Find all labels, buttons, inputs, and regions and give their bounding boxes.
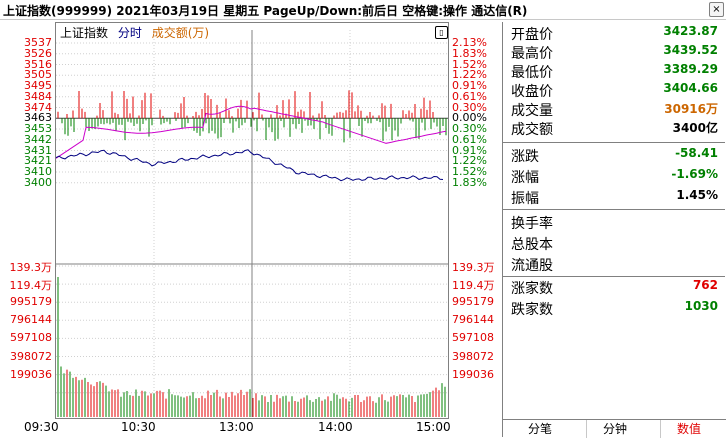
tab-minutes[interactable]: 分钟 bbox=[586, 420, 643, 438]
pct-value: -1.69% bbox=[671, 167, 718, 181]
volume-tick-label: 597108 bbox=[10, 331, 52, 345]
time-tick-label: 15:00 bbox=[416, 420, 451, 434]
tab-values[interactable]: 数值 bbox=[660, 420, 717, 438]
total-shares-label: 总股本 bbox=[511, 237, 553, 253]
legend-mode: 分时 bbox=[117, 26, 142, 40]
open-label: 开盘价 bbox=[511, 27, 553, 43]
volume-tick-label: 398072 bbox=[452, 349, 494, 363]
intraday-chart-frame bbox=[55, 22, 449, 419]
chart-settings-icon[interactable]: ▯ bbox=[435, 26, 448, 39]
divider bbox=[503, 276, 725, 277]
price-tick-label: 3484 bbox=[24, 89, 52, 103]
volume-tick-label: 796144 bbox=[452, 313, 494, 327]
price-tick-label: 3431 bbox=[24, 143, 52, 157]
volume-tick-label: 119.4万 bbox=[452, 279, 495, 293]
up-count-value: 762 bbox=[692, 278, 718, 292]
amp-value: 1.45% bbox=[676, 188, 718, 202]
change-label: 涨跌 bbox=[511, 149, 539, 165]
price-tick-label: 3495 bbox=[24, 79, 52, 92]
volume-tick-label: 796144 bbox=[10, 313, 52, 327]
volume-tick-label: 995179 bbox=[10, 295, 52, 309]
low-label: 最低价 bbox=[511, 65, 553, 81]
pct-tick-label: 1.22% bbox=[452, 154, 487, 168]
volume-tick-label: 199036 bbox=[10, 367, 52, 381]
turnover-label: 换手率 bbox=[511, 216, 553, 232]
amount-value: 3400亿 bbox=[672, 121, 718, 135]
price-tick-label: 3442 bbox=[24, 132, 52, 146]
low-value: 3389.29 bbox=[663, 62, 718, 76]
pct-tick-label: 1.52% bbox=[452, 165, 487, 178]
price-tick-label: 3505 bbox=[24, 68, 52, 82]
down-count-label: 跌家数 bbox=[511, 302, 553, 318]
amp-label: 振幅 bbox=[511, 191, 539, 207]
window-titlebar: 上证指数(999999) 2021年03月19日 星期五 PageUp/Down… bbox=[0, 0, 726, 20]
price-tick-label: 3410 bbox=[24, 165, 52, 178]
price-tick-label: 3400 bbox=[24, 175, 52, 189]
price-tick-label: 3537 bbox=[24, 36, 52, 49]
pct-tick-label: 0.61% bbox=[452, 89, 487, 103]
pct-tick-label: 1.83% bbox=[452, 46, 487, 60]
bottom-tabs: 分笔 分钟 数值 bbox=[502, 419, 726, 438]
volume-tick-label: 139.3万 bbox=[9, 261, 53, 274]
high-value: 3439.52 bbox=[663, 43, 718, 57]
volume-label: 成交量 bbox=[511, 103, 553, 119]
price-tick-label: 3453 bbox=[24, 122, 52, 135]
amount-label: 成交额 bbox=[511, 122, 553, 138]
down-count-value: 1030 bbox=[684, 299, 718, 313]
volume-tick-label: 139.3万 bbox=[452, 261, 495, 274]
chart-legend: 上证指数 分时 成交额(万) bbox=[60, 24, 215, 41]
pct-tick-label: 0.30% bbox=[452, 100, 487, 114]
time-tick-label: 13:00 bbox=[219, 420, 254, 434]
close-icon[interactable]: × bbox=[709, 2, 724, 17]
price-tick-label: 3474 bbox=[24, 100, 52, 114]
time-tick-label: 14:00 bbox=[318, 420, 353, 434]
pct-tick-label: 1.83% bbox=[452, 175, 487, 189]
price-tick-label: 3516 bbox=[24, 57, 52, 71]
pct-label: 涨幅 bbox=[511, 170, 539, 186]
window-title: 上证指数(999999) 2021年03月19日 星期五 PageUp/Down… bbox=[3, 4, 528, 18]
close-value: 3404.66 bbox=[663, 81, 718, 95]
time-tick-label: 09:30 bbox=[24, 420, 59, 434]
quote-info-panel: 开盘价 3423.87 最高价 3439.52 最低价 3389.29 收盘价 3404… bbox=[502, 22, 725, 437]
volume-tick-label: 199036 bbox=[452, 367, 494, 381]
pct-tick-label: 1.22% bbox=[452, 68, 487, 82]
price-tick-label: 3526 bbox=[24, 46, 52, 60]
pct-tick-label: 0.91% bbox=[452, 79, 487, 92]
pct-tick-label: 0.91% bbox=[452, 143, 487, 157]
divider bbox=[503, 209, 725, 210]
time-tick-label: 10:30 bbox=[121, 420, 156, 434]
close-label: 收盘价 bbox=[511, 84, 553, 100]
pct-tick-label: 1.52% bbox=[452, 57, 487, 71]
volume-tick-label: 597108 bbox=[452, 331, 494, 345]
high-label: 最高价 bbox=[511, 46, 553, 62]
volume-value: 30916万 bbox=[664, 102, 718, 116]
volume-tick-label: 119.4万 bbox=[9, 279, 53, 293]
volume-tick-label: 995179 bbox=[452, 295, 494, 309]
pct-tick-label: 2.13% bbox=[452, 36, 487, 49]
pct-tick-label: 0.00% bbox=[452, 111, 487, 125]
volume-tick-label: 398072 bbox=[10, 349, 52, 363]
change-value: -58.41 bbox=[675, 146, 718, 160]
up-count-label: 涨家数 bbox=[511, 281, 553, 297]
price-tick-label: 3463 bbox=[24, 111, 52, 125]
float-shares-label: 流通股 bbox=[511, 258, 553, 274]
legend-index-name: 上证指数 bbox=[60, 26, 109, 40]
price-tick-label: 3421 bbox=[24, 154, 52, 168]
pct-tick-label: 0.30% bbox=[452, 122, 487, 135]
divider bbox=[503, 142, 725, 143]
tab-ticks[interactable]: 分笔 bbox=[527, 422, 552, 436]
pct-tick-label: 0.61% bbox=[452, 132, 487, 146]
open-value: 3423.87 bbox=[663, 24, 718, 38]
legend-volume: 成交额(万) bbox=[151, 26, 210, 40]
